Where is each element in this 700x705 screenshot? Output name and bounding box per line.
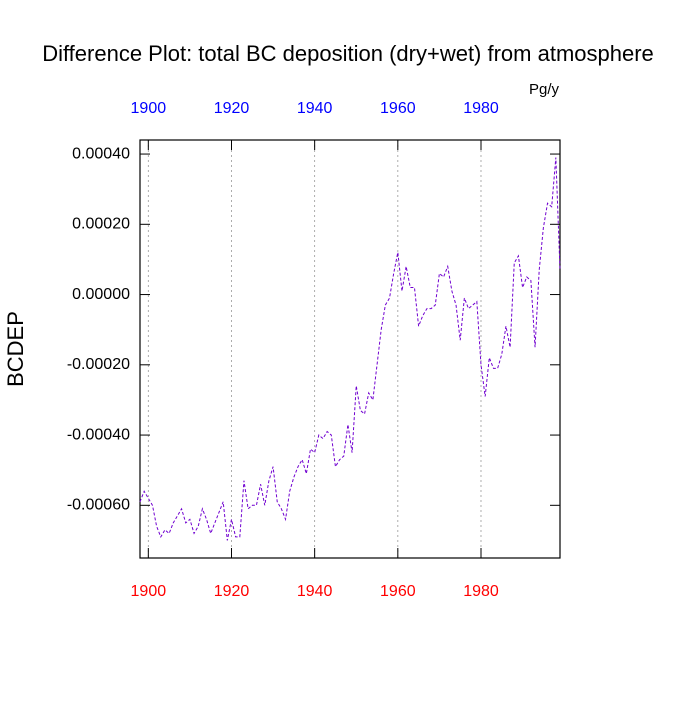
units-label: Pg/y <box>529 81 560 98</box>
plot-frame <box>139 139 561 559</box>
y-tick-label: -0.00040 <box>67 426 130 443</box>
x-tick-label-top: 1980 <box>463 100 499 117</box>
y-tick-label: 0.00000 <box>72 286 130 303</box>
x-tick-label: 1920 <box>214 583 250 600</box>
x-tick-label: 1960 <box>380 583 416 600</box>
x-tick-label-top: 1920 <box>214 100 250 117</box>
y-tick-label: -0.00060 <box>67 497 130 514</box>
x-tick-label-top: 1940 <box>297 100 333 117</box>
x-tick-label-top: 1960 <box>380 100 416 117</box>
x-tick-label-top: 1900 <box>131 100 167 117</box>
y-axis-label: BCDEP <box>3 311 28 387</box>
x-tick-label: 1900 <box>131 583 167 600</box>
x-tick-label: 1980 <box>463 583 499 600</box>
data-line <box>139 157 561 541</box>
y-tick-label: -0.00020 <box>67 356 130 373</box>
x-tick-label: 1940 <box>297 583 333 600</box>
y-tick-label: 0.00020 <box>72 216 130 233</box>
chart-title: Difference Plot: total BC deposition (dr… <box>42 41 654 66</box>
y-tick-label: 0.00040 <box>72 145 130 162</box>
